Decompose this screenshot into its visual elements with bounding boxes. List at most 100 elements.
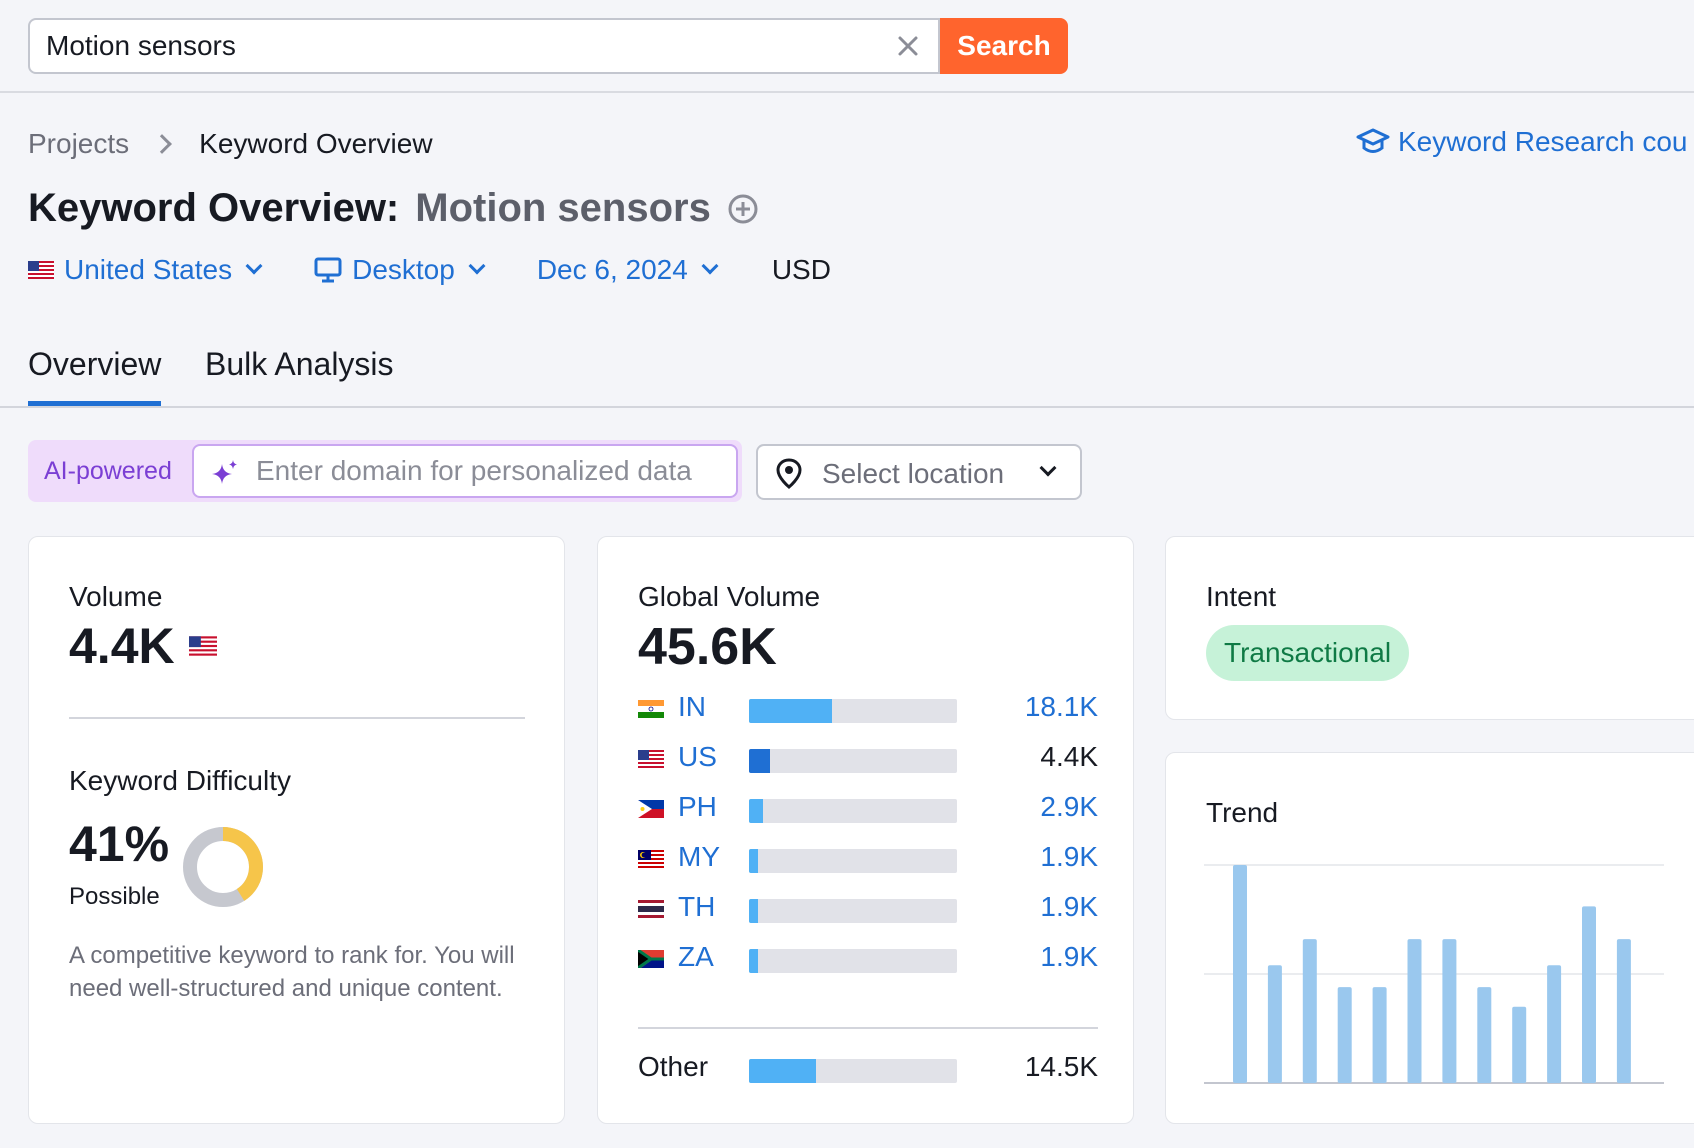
date-selector-label: Dec 6, 2024 (536, 254, 688, 285)
volume-card: Volume 4.4K Keyword Difficulty 41% Possi… (28, 536, 565, 1124)
tab-bar: Overview Bulk Analysis (0, 342, 1694, 408)
country-row-in: IN 18.1K (638, 689, 1098, 729)
trend-label: Trend (1206, 797, 1279, 828)
keyword-difficulty-level: Possible (69, 883, 160, 910)
za-flag-icon (638, 950, 664, 968)
other-bar-track (749, 1059, 957, 1083)
location-pin-icon (776, 458, 802, 489)
country-row-th: TH 1.9K (638, 889, 1098, 929)
chevron-down-icon (1039, 459, 1057, 477)
country-bar-fill (749, 849, 759, 873)
trend-card: Trend (1165, 752, 1694, 1124)
ai-powered-label: AI-powered (44, 457, 172, 485)
global-volume-card: Global Volume 45.6K IN 18.1K US 4.4K PH 2.9K M… (597, 536, 1134, 1124)
breadcrumb-projects-link[interactable]: Projects (28, 128, 130, 159)
th-flag-icon (638, 900, 664, 918)
clear-icon[interactable] (896, 34, 920, 58)
trend-bar[interactable] (1372, 987, 1387, 1083)
desktop-icon (314, 257, 342, 283)
chevron-down-icon (245, 257, 263, 275)
trend-bar[interactable] (1616, 939, 1631, 1083)
chevron-down-icon (468, 257, 486, 275)
country-row-za: ZA 1.9K (638, 939, 1098, 979)
tab-overview[interactable]: Overview (28, 346, 162, 406)
trend-chart (1204, 864, 1664, 1084)
us-flag-icon (188, 636, 217, 656)
location-select[interactable]: Select location (756, 444, 1082, 500)
country-code[interactable]: MY (678, 841, 720, 872)
country-code[interactable]: IN (678, 691, 706, 722)
ph-flag-icon (638, 800, 664, 818)
graduation-cap-icon (1356, 128, 1390, 153)
country-bar-fill (749, 699, 833, 723)
other-bar-fill (749, 1059, 816, 1083)
keyword-difficulty-donut (183, 827, 263, 907)
us-flag-icon (638, 750, 664, 768)
date-selector[interactable]: Dec 6, 2024 (536, 254, 719, 286)
page-title-prefix: Keyword Overview: (28, 186, 400, 230)
trend-bar[interactable] (1547, 965, 1562, 1083)
tab-bulk-analysis[interactable]: Bulk Analysis (205, 346, 394, 382)
country-code[interactable]: ZA (678, 941, 714, 972)
keyword-difficulty-value: 41% (69, 816, 170, 872)
country-volume[interactable]: 1.9K (1040, 891, 1098, 922)
us-flag-icon (28, 261, 54, 279)
trend-bar[interactable] (1442, 939, 1457, 1083)
keyword-difficulty-description: A competitive keyword to rank for. You w… (69, 942, 515, 1002)
device-selector[interactable]: Desktop (314, 254, 486, 286)
trend-bar[interactable] (1233, 865, 1247, 1083)
page-title-keyword: Motion sensors (415, 186, 711, 230)
global-volume-label: Global Volume (638, 581, 821, 612)
country-volume[interactable]: 18.1K (1024, 691, 1098, 722)
country-row-my: MY 1.9K (638, 839, 1098, 879)
add-to-list-icon[interactable] (727, 193, 759, 225)
kd-donut-fill (183, 827, 263, 907)
breadcrumb-current: Keyword Overview (199, 128, 433, 159)
volume-value: 4.4K (69, 618, 175, 674)
country-bar-track (749, 799, 957, 823)
other-label: Other (638, 1051, 709, 1082)
location-select-placeholder: Select location (822, 458, 1005, 489)
country-bar-track (749, 699, 957, 723)
trend-bar[interactable] (1582, 906, 1596, 1083)
trend-bar[interactable] (1407, 939, 1422, 1083)
chevron-down-icon (701, 257, 719, 275)
country-bar-track (749, 949, 957, 973)
intent-card: Intent Transactional (1165, 536, 1694, 720)
country-volume: 4.4K (1040, 741, 1098, 772)
filters-row: United States Desktop Dec 6, 2024 USD (28, 254, 831, 286)
country-bar-fill (749, 899, 759, 923)
sparkle-icon (212, 460, 237, 484)
breadcrumb: Projects Keyword Overview (28, 128, 433, 160)
country-selector[interactable]: United States (28, 254, 263, 286)
country-volume[interactable]: 1.9K (1040, 841, 1098, 872)
country-volume[interactable]: 2.9K (1040, 791, 1098, 822)
country-volume[interactable]: 1.9K (1040, 941, 1098, 972)
global-volume-value: 45.6K (638, 618, 777, 676)
country-code[interactable]: US (678, 741, 717, 772)
country-code[interactable]: PH (678, 791, 717, 822)
trend-bar[interactable] (1267, 965, 1282, 1083)
trend-bar[interactable] (1477, 987, 1492, 1083)
course-link-label: Keyword Research cou (1398, 126, 1688, 157)
country-bar-fill (749, 949, 759, 973)
country-code[interactable]: TH (678, 891, 716, 922)
card-divider (638, 1027, 1098, 1029)
ai-domain-panel: AI-powered (28, 440, 742, 502)
top-search-bar: Search (0, 0, 1694, 93)
country-bar-fill (749, 749, 770, 773)
search-button[interactable]: Search (940, 18, 1068, 74)
page-title: Keyword Overview: Motion sensors (28, 186, 759, 231)
trend-bar[interactable] (1302, 939, 1317, 1083)
keyword-research-course-link[interactable]: Keyword Research cou (1356, 126, 1687, 158)
country-row-us: US 4.4K (638, 739, 1098, 779)
search-input[interactable] (46, 20, 886, 72)
country-selector-label: United States (64, 254, 233, 285)
currency-label: USD (771, 254, 831, 285)
ai-domain-input[interactable] (256, 446, 726, 496)
trend-bar[interactable] (1512, 1006, 1527, 1083)
volume-label: Volume (69, 581, 163, 612)
trend-bar[interactable] (1337, 987, 1352, 1083)
country-row-ph: PH 2.9K (638, 789, 1098, 829)
device-selector-label: Desktop (352, 254, 455, 285)
